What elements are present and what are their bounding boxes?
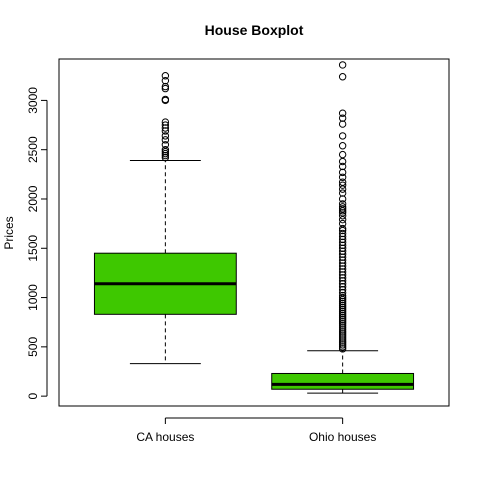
outlier-point	[161, 132, 170, 140]
chart-title: House Boxplot	[205, 22, 304, 38]
outlier-point	[161, 84, 170, 93]
outlier-point	[338, 157, 347, 166]
outlier-point	[338, 178, 347, 186]
outlier-point	[161, 95, 170, 104]
outlier-point	[161, 147, 170, 156]
y-axis: 0 500 1000 1500 2000 2500 3000	[26, 87, 48, 399]
outlier-point	[338, 132, 347, 140]
outlier-point	[161, 121, 170, 129]
outlier-point	[338, 226, 347, 235]
outlier-point	[338, 181, 347, 189]
y-tick-label: 2000	[26, 185, 40, 212]
y-tick-label: 3000	[26, 87, 40, 114]
x-tick-label: CA houses	[136, 430, 194, 444]
outlier-point	[338, 207, 347, 215]
outlier-point	[338, 215, 347, 224]
outlier-point	[338, 73, 347, 81]
outlier-point	[338, 162, 347, 171]
outlier-point	[338, 185, 347, 193]
outlier-point	[338, 142, 347, 150]
outlier-point	[338, 203, 347, 211]
outlier-point	[338, 205, 347, 213]
outlier-point	[338, 229, 347, 238]
outlier-point	[338, 61, 347, 69]
y-tick-label: 1500	[26, 235, 40, 262]
iqr-box	[271, 372, 415, 390]
y-tick-label: 500	[26, 337, 40, 357]
outlier-point	[161, 118, 170, 126]
outlier-point	[161, 72, 170, 80]
outlier-point	[338, 173, 347, 181]
x-tick-label: Ohio houses	[309, 430, 376, 444]
boxes-layer	[93, 61, 415, 394]
outlier-point	[161, 149, 170, 158]
x-axis: CA houses Ohio houses	[136, 417, 376, 444]
outlier-point	[338, 293, 347, 302]
outlier-point	[161, 76, 170, 85]
outlier-point	[338, 219, 347, 228]
outlier-point	[338, 109, 347, 117]
y-tick-label: 1000	[26, 284, 40, 311]
y-tick-label: 0	[26, 392, 40, 399]
outlier-point	[338, 114, 347, 122]
plot-frame	[58, 58, 450, 407]
y-axis-label: Prices	[2, 216, 16, 249]
outlier-point	[161, 141, 170, 149]
y-tick-label: 2500	[26, 136, 40, 163]
outlier-point	[338, 224, 347, 233]
outlier-point	[338, 295, 347, 304]
box-1	[93, 72, 237, 365]
outlier-point	[338, 189, 347, 197]
outlier-point	[161, 136, 170, 144]
outlier-point	[338, 212, 347, 220]
outlier-point	[161, 145, 170, 154]
box-2	[271, 61, 415, 394]
outlier-point	[338, 200, 347, 208]
outlier-point	[338, 150, 347, 159]
